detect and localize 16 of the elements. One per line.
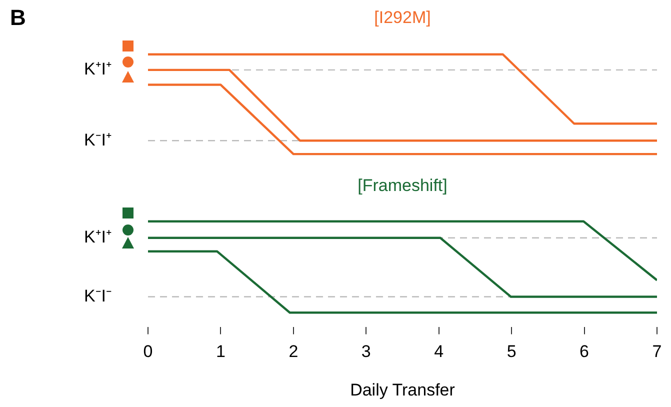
x-tick-label: 7 — [652, 342, 662, 362]
ref-line-label: K⁻I⁺ — [84, 130, 112, 150]
ref-line-label: K⁺I⁺ — [84, 60, 112, 79]
x-tick-label: 5 — [506, 342, 516, 362]
x-tick-label: 0 — [143, 342, 153, 362]
x-tick-label: 4 — [434, 342, 444, 362]
ref-line-label: K⁺I⁺ — [84, 228, 112, 247]
x-tick-label: 3 — [361, 342, 371, 362]
chart-title: [Frameshift] — [358, 176, 448, 195]
x-tick-label: 1 — [216, 342, 226, 362]
ref-line-label: K⁻I⁻ — [84, 286, 112, 306]
text: B — [10, 5, 26, 30]
x-tick-label: 2 — [288, 342, 298, 362]
chart-title: [I292M] — [374, 8, 431, 27]
x-axis-title: Daily Transfer — [350, 380, 456, 400]
x-tick-label: 6 — [580, 342, 590, 362]
